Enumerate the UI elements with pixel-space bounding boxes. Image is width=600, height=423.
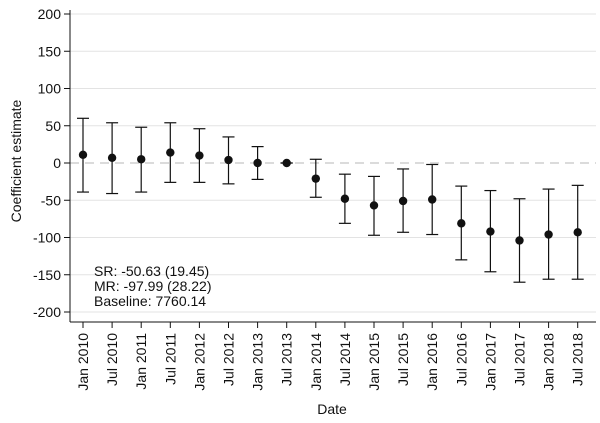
x-tick-label: Jan 2015 [366,333,382,391]
y-axis-title: Coefficient estimate [8,99,24,222]
point-estimate [515,236,524,245]
y-tick-labels: 200 150 100 50 0 -50 -100 -150 -200 [33,6,61,320]
x-tick-label: Jan 2018 [541,333,557,391]
x-axis-title: Date [317,401,347,417]
x-tick-label: Jan 2011 [133,333,149,390]
x-tick-label: Jul 2012 [221,333,237,386]
point-estimate [457,219,466,228]
y-tick-label: 150 [38,43,62,59]
x-tick-label: Jan 2010 [75,333,91,391]
point-estimate [195,151,204,160]
point-estimate [340,194,350,203]
point-estimate [573,228,582,237]
y-tick-label: 50 [45,118,61,134]
y-tick-label: -100 [33,230,61,246]
annotation-box: SR: -50.63 (19.45)MR: -97.99 (28.22)Base… [94,263,212,309]
x-tick-label: Jul 2018 [570,333,586,386]
x-tick-label: Jan 2012 [191,333,207,391]
annotation-line: SR: -50.63 (19.45) [94,263,209,279]
y-tick-label: 100 [38,81,62,97]
point-estimate [253,158,262,168]
point-estimate [166,148,175,157]
point-estimate [398,196,408,206]
point-estimate [544,230,553,239]
x-tick-label: Jul 2010 [104,333,120,386]
point-estimate [486,227,495,236]
x-tick-label: Jan 2013 [250,333,266,391]
x-tick-labels: Jan 2010 Jul 2010 Jan 2011 Jul 2011 Jan 2012… [75,333,586,391]
point-estimate [311,174,320,183]
y-tick-label: 200 [38,6,62,22]
point-estimate [428,195,437,204]
x-tick-label: Jul 2017 [512,333,528,386]
point-estimates [78,148,582,245]
annotation-line: MR: -97.99 (28.22) [94,278,212,294]
x-tick-label: Jan 2016 [424,333,440,391]
y-tick-label: 0 [53,155,61,171]
gridlines [70,13,596,313]
x-tick-label: Jan 2017 [482,333,498,391]
axes [64,10,596,328]
point-estimate [107,153,117,162]
x-tick-label: Jul 2014 [337,333,353,386]
point-estimate [137,155,146,164]
point-estimate [282,158,291,168]
x-tick-label: Jul 2016 [453,333,469,386]
x-tick-label: Jul 2015 [395,333,411,386]
y-tick-label: -50 [41,192,61,208]
point-estimate [224,155,233,165]
x-tick-label: Jan 2014 [308,333,324,391]
y-tick-label: -200 [33,304,61,320]
annotation-line: Baseline: 7760.14 [94,293,206,309]
point-estimate [369,201,379,210]
x-tick-label: Jul 2011 [162,333,178,385]
x-tick-label: Jul 2013 [279,333,295,386]
point-estimate [78,150,88,160]
y-tick-label: -150 [33,267,61,283]
